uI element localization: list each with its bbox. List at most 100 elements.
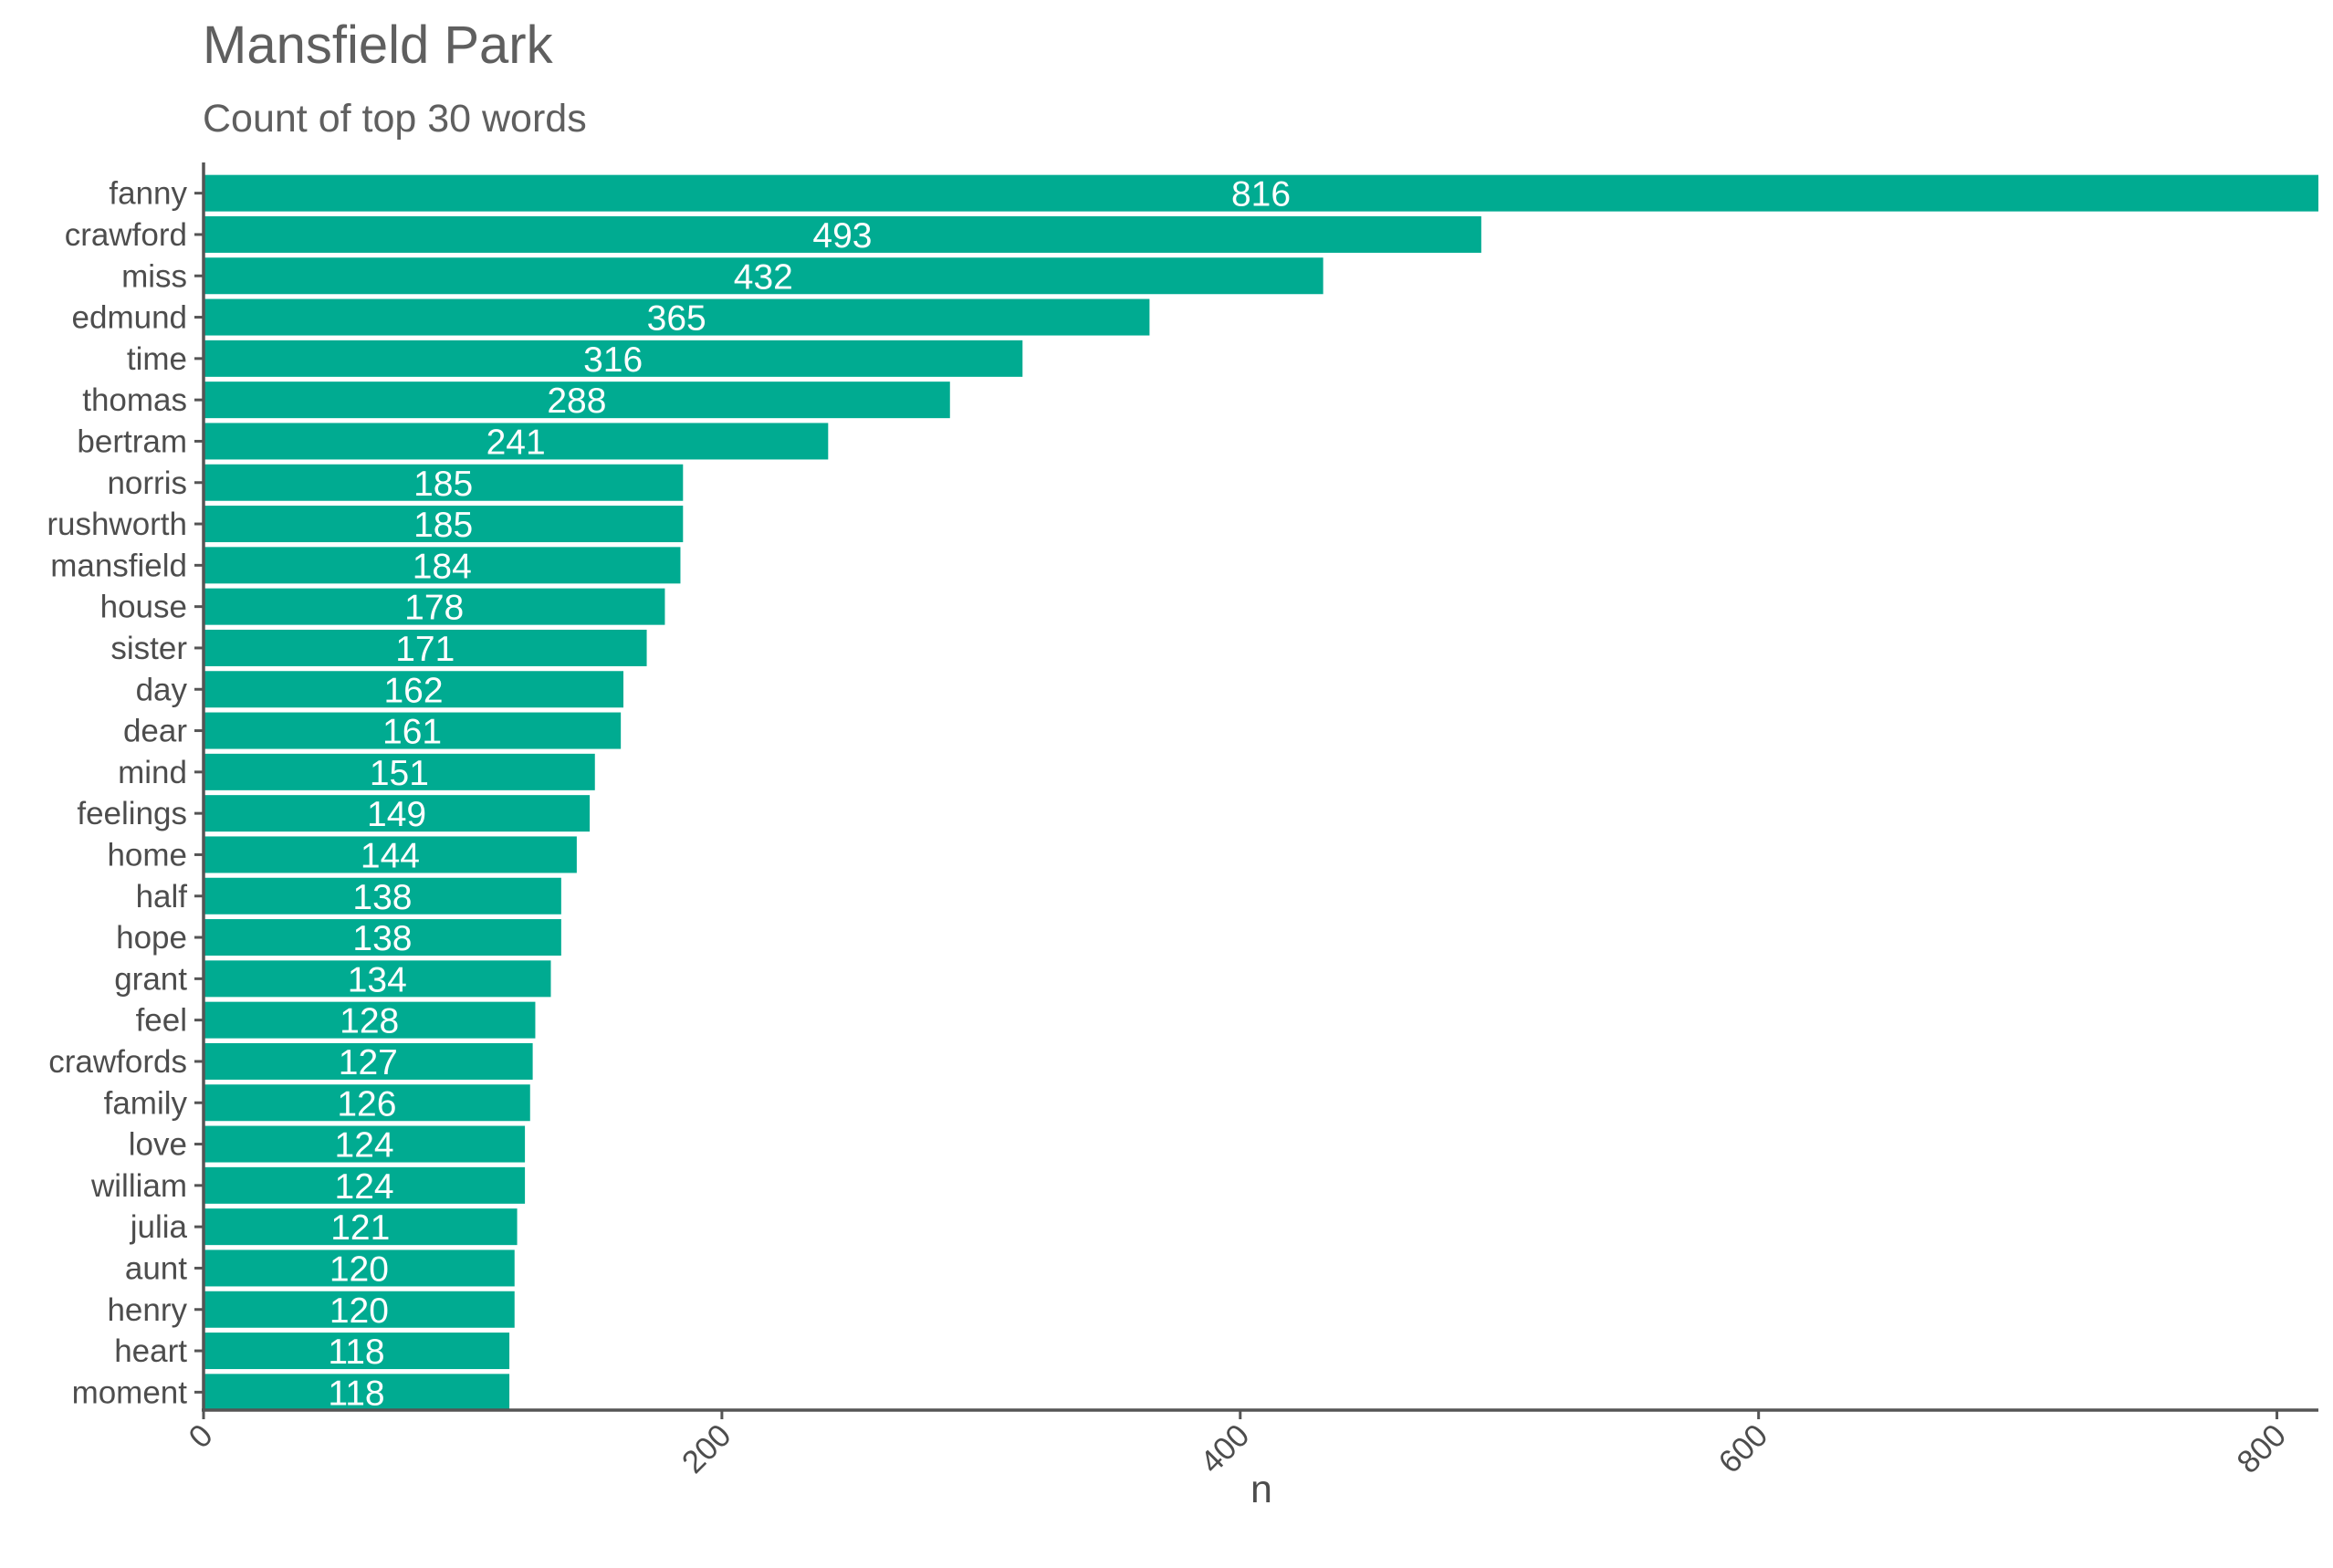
bar-value-label: 162 xyxy=(383,671,443,710)
bar-value-label: 171 xyxy=(395,630,455,669)
bar-moment xyxy=(204,1374,510,1411)
bar-hope xyxy=(204,919,561,956)
bar-edmund xyxy=(204,298,1150,336)
bar-half xyxy=(204,877,561,915)
bar-value-label: 432 xyxy=(734,257,793,297)
bar-value-label: 118 xyxy=(328,1333,384,1372)
bar-rushworth xyxy=(204,506,684,543)
chart-title: Mansfield Park xyxy=(203,16,554,75)
y-tick-label: home xyxy=(107,837,187,873)
bar-value-label: 121 xyxy=(330,1208,390,1248)
bar-family xyxy=(204,1084,530,1122)
bar-value-label: 316 xyxy=(583,340,643,380)
bar-sister xyxy=(204,629,647,666)
bar-home xyxy=(204,836,577,873)
y-tick-label: william xyxy=(90,1168,187,1204)
y-tick-label: feelings xyxy=(77,796,187,831)
bar-feel xyxy=(204,1001,536,1039)
x-tick-label: 400 xyxy=(1194,1417,1257,1480)
bar-feelings xyxy=(204,795,591,832)
y-tick-label: family xyxy=(104,1085,188,1121)
bar-value-label: 124 xyxy=(335,1167,394,1207)
bar-fanny xyxy=(204,174,2318,212)
y-tick-label: norris xyxy=(107,465,187,501)
bar-mind xyxy=(204,753,595,790)
bar-aunt xyxy=(204,1249,515,1287)
y-tick-label: dear xyxy=(123,714,187,749)
bar-norris xyxy=(204,464,684,501)
bar-time xyxy=(204,340,1023,377)
bar-value-label: 126 xyxy=(337,1084,396,1124)
y-tick-label: half xyxy=(136,879,188,915)
bar-value-label: 185 xyxy=(413,506,473,545)
chart-subtitle: Count of top 30 words xyxy=(203,97,587,141)
bar-dear xyxy=(204,712,622,749)
bar-value-label: 138 xyxy=(352,919,412,958)
bar-value-label: 134 xyxy=(348,960,407,999)
y-tick-label: feel xyxy=(136,1003,187,1039)
y-tick-label: henry xyxy=(107,1292,187,1328)
bar-value-label: 161 xyxy=(382,713,442,752)
bar-value-label: 144 xyxy=(361,836,420,875)
bar-mansfield xyxy=(204,547,681,584)
y-tick-label: rushworth xyxy=(47,507,187,542)
y-tick-label: house xyxy=(100,590,187,625)
bar-miss xyxy=(204,257,1323,295)
y-tick-label: fanny xyxy=(109,176,187,212)
bar-value-label: 124 xyxy=(335,1126,394,1166)
y-tick-label: mind xyxy=(118,755,187,790)
y-tick-label: julia xyxy=(130,1209,188,1245)
bar-value-label: 118 xyxy=(328,1374,384,1413)
y-tick-label: crawfords xyxy=(48,1044,187,1080)
y-tick-label: miss xyxy=(121,258,187,294)
bar-value-label: 151 xyxy=(370,754,429,793)
y-tick-label: hope xyxy=(116,920,187,956)
bars-group xyxy=(204,174,2318,1411)
y-tick-label: aunt xyxy=(125,1250,187,1286)
bar-bertram xyxy=(204,423,829,460)
bar-julia xyxy=(204,1208,518,1246)
y-tick-label: heart xyxy=(114,1333,187,1369)
y-tick-label: love xyxy=(129,1127,187,1163)
y-tick-label: grant xyxy=(114,961,187,997)
bar-crawfords xyxy=(204,1042,533,1080)
x-axis-title: n xyxy=(1250,1468,1272,1511)
x-axis-ticks: 0 200 400 600 800 xyxy=(182,1410,2293,1480)
bar-value-label: 288 xyxy=(547,382,606,421)
bar-house xyxy=(204,588,665,625)
bar-value-label: 365 xyxy=(647,299,706,339)
bar-value-label: 493 xyxy=(812,216,872,256)
x-tick-label: 600 xyxy=(1711,1417,1774,1480)
y-tick-label: mansfield xyxy=(50,548,187,583)
bar-value-label: 184 xyxy=(413,547,472,586)
bar-william xyxy=(204,1166,526,1204)
y-tick-label: thomas xyxy=(82,382,187,418)
bar-heart xyxy=(204,1333,510,1370)
bar-value-label: 127 xyxy=(339,1043,398,1082)
y-tick-label: edmund xyxy=(72,300,187,336)
x-tick-label: 200 xyxy=(675,1417,738,1480)
y-tick-label: day xyxy=(136,672,188,707)
bar-value-label: 138 xyxy=(352,878,412,917)
bar-thomas xyxy=(204,382,950,419)
bar-value-label: 128 xyxy=(340,1002,399,1041)
bar-value-label: 816 xyxy=(1231,175,1291,214)
bar-henry xyxy=(204,1291,515,1328)
y-tick-label: bertram xyxy=(77,423,187,459)
bar-value-label: 120 xyxy=(330,1291,389,1331)
y-tick-label: sister xyxy=(110,631,187,666)
bar-love xyxy=(204,1125,526,1163)
bar-value-label: 178 xyxy=(404,589,464,628)
x-tick-label: 800 xyxy=(2230,1417,2293,1480)
bar-value-label: 120 xyxy=(330,1249,389,1289)
y-tick-label: moment xyxy=(72,1375,188,1410)
y-tick-label: time xyxy=(127,341,187,377)
bar-value-label: 241 xyxy=(486,423,546,462)
bar-day xyxy=(204,671,623,708)
y-tick-label: crawford xyxy=(65,217,187,253)
x-tick-label: 0 xyxy=(182,1417,219,1455)
y-axis-labels: fanny crawford miss edmund time thomas bertram… xyxy=(47,176,204,1410)
bar-value-labels: 8164934323653162882411851851841781711621… xyxy=(328,175,1291,1414)
bar-grant xyxy=(204,960,551,998)
